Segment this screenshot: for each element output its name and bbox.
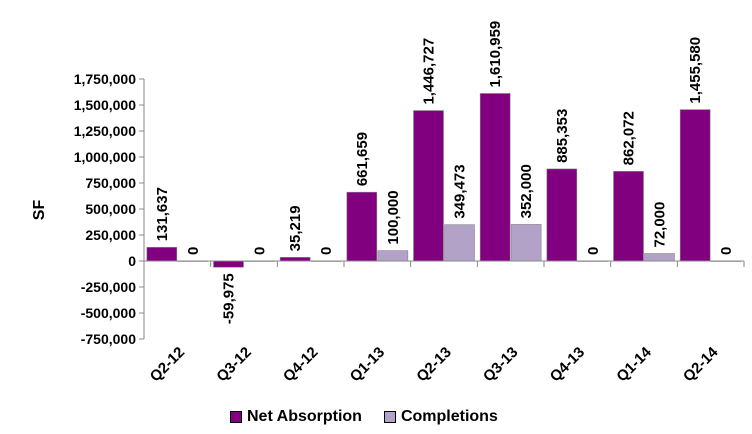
bar-net-absorption — [413, 110, 444, 262]
bar-completions — [510, 224, 542, 262]
data-label-completions: 0 — [318, 247, 335, 255]
data-labels: 131,637 -59,975 35,219 661,659 1,446,727 1,61… — [154, 21, 735, 324]
legend-item-net-absorption: Net Absorption — [230, 408, 362, 426]
legend-swatch-completions — [383, 411, 396, 423]
x-tick-label: Q1-13 — [347, 344, 389, 386]
x-tick-label: Q3-12 — [213, 344, 255, 386]
x-tick-label: Q2-14 — [680, 343, 722, 385]
y-tick-label: 0 — [128, 253, 136, 269]
bar-net-absorption — [479, 93, 511, 262]
legend: Net Absorption Completions — [230, 408, 498, 426]
bar-net-absorption — [679, 109, 711, 262]
bar-net-absorption — [279, 257, 311, 262]
bar-completions — [377, 250, 409, 262]
data-label-net-absorption: 661,659 — [354, 132, 371, 186]
legend-swatch-net-absorption — [230, 411, 242, 423]
data-label-net-absorption: 885,353 — [554, 109, 571, 163]
y-tick-label: -250,000 — [81, 279, 136, 295]
bar-net-absorption — [546, 168, 578, 262]
y-tick-label: -750,000 — [81, 331, 136, 347]
data-label-completions: 0 — [585, 247, 602, 255]
data-label-net-absorption: 862,072 — [621, 111, 638, 165]
bar-net-absorption — [346, 191, 378, 262]
data-label-completions: 0 — [718, 247, 735, 255]
data-label-net-absorption: 35,219 — [287, 205, 304, 251]
data-label-net-absorption: -59,975 — [221, 273, 238, 324]
legend-item-completions: Completions — [383, 408, 498, 426]
y-tick-label: 1,500,000 — [74, 97, 136, 113]
data-label-net-absorption: 1,610,959 — [487, 21, 504, 88]
x-axis-ticks: Q2-12 Q3-12 Q4-12 Q1-13 Q2-13 Q3-13 Q4-13 Q1-14… — [147, 343, 722, 385]
y-axis-ticks: 1,750,000 1,500,000 1,250,000 1,000,000 750,… — [74, 71, 137, 347]
data-label-net-absorption: 1,446,727 — [421, 38, 438, 105]
data-label-completions: 349,473 — [452, 164, 469, 218]
x-tick-label: Q4-13 — [547, 344, 589, 386]
data-label-net-absorption: 131,637 — [154, 187, 171, 241]
bar-net-absorption — [613, 171, 644, 262]
data-label-completions: 72,000 — [652, 202, 669, 248]
x-tick-label: Q4-12 — [280, 344, 322, 386]
bar-completions — [644, 253, 675, 262]
legend-label-completions: Completions — [400, 408, 498, 425]
x-tick-label: Q1-14 — [613, 343, 655, 385]
y-tick-label: 750,000 — [85, 175, 136, 191]
data-label-completions: 352,000 — [518, 164, 535, 218]
y-tick-label: -500,000 — [81, 305, 136, 321]
bar-net-absorption — [213, 260, 244, 268]
y-tick-label: 500,000 — [85, 201, 136, 217]
x-tick-label: Q3-13 — [480, 344, 522, 386]
y-axis-title: SF — [31, 200, 48, 221]
y-tick-label: 1,750,000 — [74, 71, 136, 87]
x-tick-label: Q2-12 — [147, 344, 189, 386]
y-tick-label: 1,000,000 — [74, 149, 136, 165]
legend-label-net-absorption: Net Absorption — [247, 408, 362, 425]
data-label-completions: 100,000 — [385, 190, 402, 244]
y-tick-label: 250,000 — [85, 227, 136, 243]
data-label-completions: 0 — [252, 247, 269, 255]
data-label-completions: 0 — [185, 247, 202, 255]
bar-net-absorption — [146, 247, 178, 262]
bar-completions — [444, 224, 475, 262]
data-label-net-absorption: 1,455,580 — [687, 37, 704, 104]
y-tick-label: 1,250,000 — [74, 123, 136, 139]
bars — [146, 93, 742, 268]
axes — [139, 78, 745, 340]
x-tick-label: Q2-13 — [413, 344, 455, 386]
